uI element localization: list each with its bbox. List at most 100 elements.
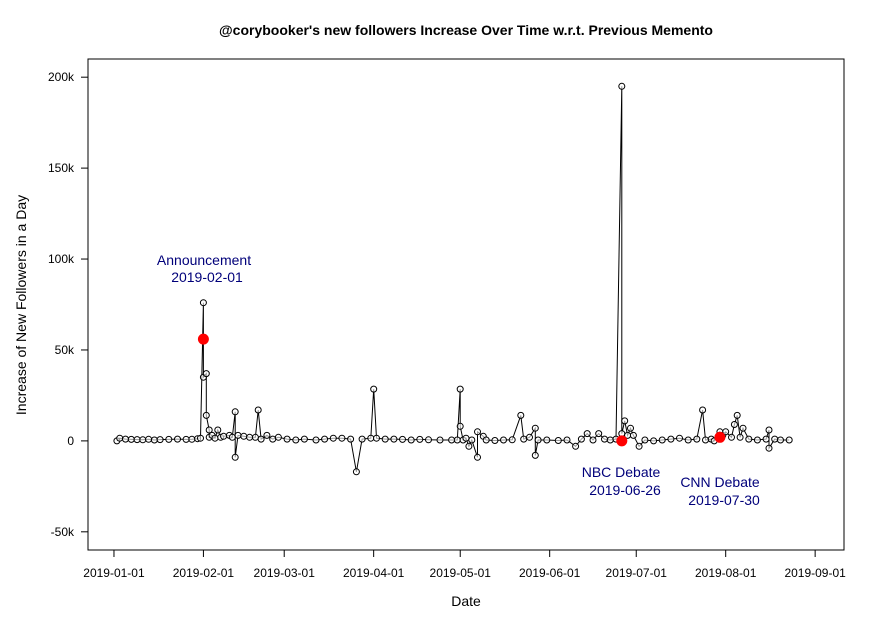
- data-point: [474, 453, 481, 461]
- data-point: [572, 442, 580, 450]
- data-point: [436, 436, 444, 444]
- highlight-point: [714, 431, 726, 443]
- data-point: [531, 424, 539, 432]
- annotation-nbc-debate-title: NBC Debate: [582, 464, 661, 480]
- x-tick-label: 2019-01-01: [83, 566, 145, 580]
- data-point: [453, 436, 461, 444]
- data-point: [762, 435, 770, 443]
- data-point: [526, 433, 533, 441]
- data-point: [684, 436, 692, 444]
- data-point: [771, 435, 779, 443]
- data-point: [482, 436, 490, 444]
- data-point: [739, 424, 747, 432]
- data-point: [202, 411, 210, 419]
- data-point: [292, 436, 300, 444]
- data-point: [627, 424, 634, 432]
- x-tick-label: 2019-05-01: [430, 566, 492, 580]
- data-point: [274, 433, 282, 441]
- data-point: [228, 433, 236, 441]
- data-point: [722, 428, 730, 436]
- annotation-announcement: Announcement 2019-02-01: [157, 252, 251, 285]
- data-point: [765, 444, 773, 452]
- x-tick-label: 2019-03-01: [254, 566, 316, 580]
- data-point: [165, 435, 173, 443]
- data-point: [702, 436, 709, 444]
- annotation-cnn-debate: CNN Debate 2019-07-30: [680, 474, 760, 508]
- data-point: [139, 436, 147, 444]
- data-point: [785, 436, 793, 444]
- data-point: [595, 430, 603, 438]
- data-point: [618, 82, 626, 90]
- data-point: [127, 435, 135, 443]
- data-point: [116, 434, 124, 442]
- data-point: [251, 433, 259, 441]
- y-tick-label: 200k: [48, 70, 75, 84]
- data-point: [240, 432, 248, 440]
- data-point: [199, 299, 207, 307]
- data-point: [300, 435, 308, 443]
- data-point: [254, 406, 262, 414]
- data-point: [220, 432, 228, 440]
- data-point: [543, 436, 551, 444]
- data-point: [491, 437, 499, 444]
- data-point: [347, 435, 355, 443]
- x-axis-label: Date: [451, 593, 481, 609]
- data-point: [456, 422, 464, 430]
- data-point: [650, 437, 658, 445]
- y-tick-label: -50k: [51, 525, 75, 539]
- x-axis: 2019-01-01 2019-02-01 2019-03-01 2019-04-01…: [83, 549, 846, 580]
- highlight-point: [197, 333, 209, 345]
- annotation-announcement-title: Announcement: [157, 252, 251, 268]
- annotation-cnn-debate-date: 2019-07-30: [688, 492, 760, 508]
- data-point: [658, 436, 666, 444]
- data-point: [621, 417, 629, 425]
- data-point: [370, 385, 378, 393]
- data-point: [234, 431, 242, 439]
- data-point: [321, 435, 329, 443]
- data-point: [728, 433, 735, 441]
- data-point: [390, 435, 398, 443]
- data-point: [133, 436, 141, 444]
- y-tick-label: 150k: [48, 161, 75, 175]
- y-tick-label: 100k: [48, 252, 75, 266]
- data-point: [145, 435, 153, 443]
- data-point: [456, 385, 464, 393]
- data-point: [577, 435, 585, 443]
- data-point: [641, 436, 649, 444]
- annotation-announcement-date: 2019-02-01: [171, 269, 243, 285]
- chart-title: @corybooker's new followers Increase Ove…: [219, 22, 713, 38]
- data-point: [358, 435, 366, 443]
- data-point: [606, 436, 614, 444]
- data-point: [554, 437, 562, 444]
- data-point: [257, 435, 265, 443]
- data-point: [202, 370, 210, 378]
- data-point: [500, 436, 507, 444]
- data-point: [269, 435, 277, 443]
- x-tick-label: 2019-06-01: [519, 566, 581, 580]
- data-point: [730, 421, 738, 428]
- data-point: [448, 436, 456, 444]
- data-point: [205, 426, 213, 434]
- data-point: [563, 436, 571, 444]
- data-point: [425, 436, 432, 444]
- data-point: [329, 434, 337, 442]
- data-point: [352, 468, 360, 476]
- series-layer: [113, 82, 793, 476]
- data-point: [508, 436, 516, 444]
- y-axis: -50k 0 50k 100k 150k 200k: [48, 70, 89, 539]
- data-point: [474, 428, 481, 436]
- data-point: [635, 442, 643, 450]
- x-tick-label: 2019-09-01: [784, 566, 846, 580]
- data-point: [214, 426, 222, 434]
- data-point: [312, 436, 320, 444]
- y-axis-label: Increase of New Followers in a Day: [13, 195, 29, 415]
- data-point: [188, 435, 196, 443]
- data-point: [399, 435, 406, 443]
- data-point: [197, 434, 204, 442]
- y-tick-label: 50k: [55, 343, 75, 357]
- data-point: [367, 434, 375, 442]
- data-point: [381, 435, 389, 443]
- data-point: [462, 434, 470, 442]
- x-tick-label: 2019-04-01: [343, 566, 405, 580]
